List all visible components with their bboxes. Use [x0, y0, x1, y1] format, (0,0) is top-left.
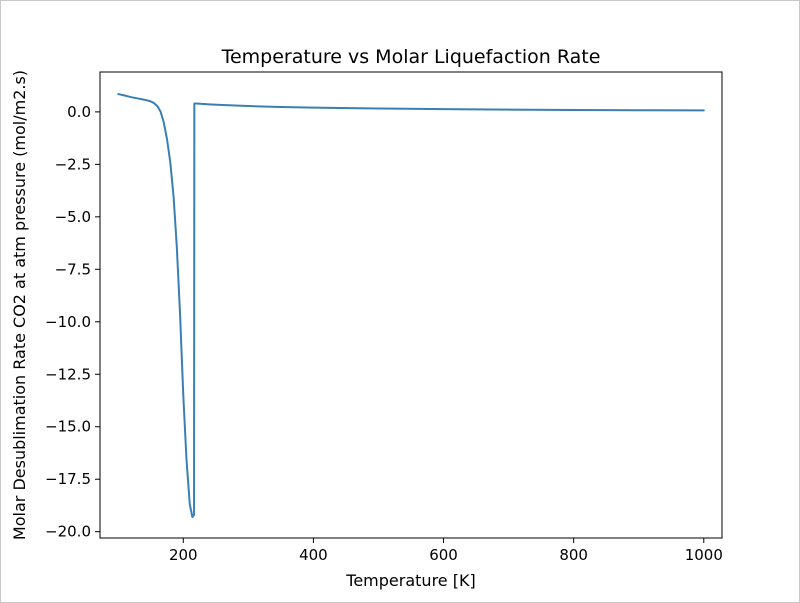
chart-title: Temperature vs Molar Liquefaction Rate	[221, 46, 601, 68]
y-tick-label: −12.5	[45, 365, 91, 383]
x-tick-label: 800	[559, 546, 588, 564]
y-axis-label: Molar Desublimation Rate CO2 at atm pres…	[10, 70, 29, 540]
y-tick-label: −17.5	[45, 470, 91, 488]
x-tick-label: 400	[299, 546, 328, 564]
axes-frame	[99, 71, 723, 539]
x-tick-label: 600	[429, 546, 458, 564]
series-line-0	[117, 93, 705, 519]
y-tick-label: −10.0	[45, 313, 91, 331]
y-tick-label: −15.0	[45, 418, 91, 436]
y-tick-label: −2.5	[55, 155, 91, 173]
y-tick-label: −20.0	[45, 523, 91, 541]
y-tick-label: 0.0	[67, 103, 91, 121]
x-tick-label: 1000	[685, 546, 723, 564]
plot-area: 200 400 600 800 1000 0.0 −2.5 −5.0 −7.5 −10.0 −12.…	[45, 71, 723, 564]
x-tick-label: 200	[169, 546, 198, 564]
y-tick-label: −7.5	[55, 260, 91, 278]
y-tick-label: −5.0	[55, 208, 91, 226]
x-axis-label: Temperature [K]	[345, 571, 475, 590]
